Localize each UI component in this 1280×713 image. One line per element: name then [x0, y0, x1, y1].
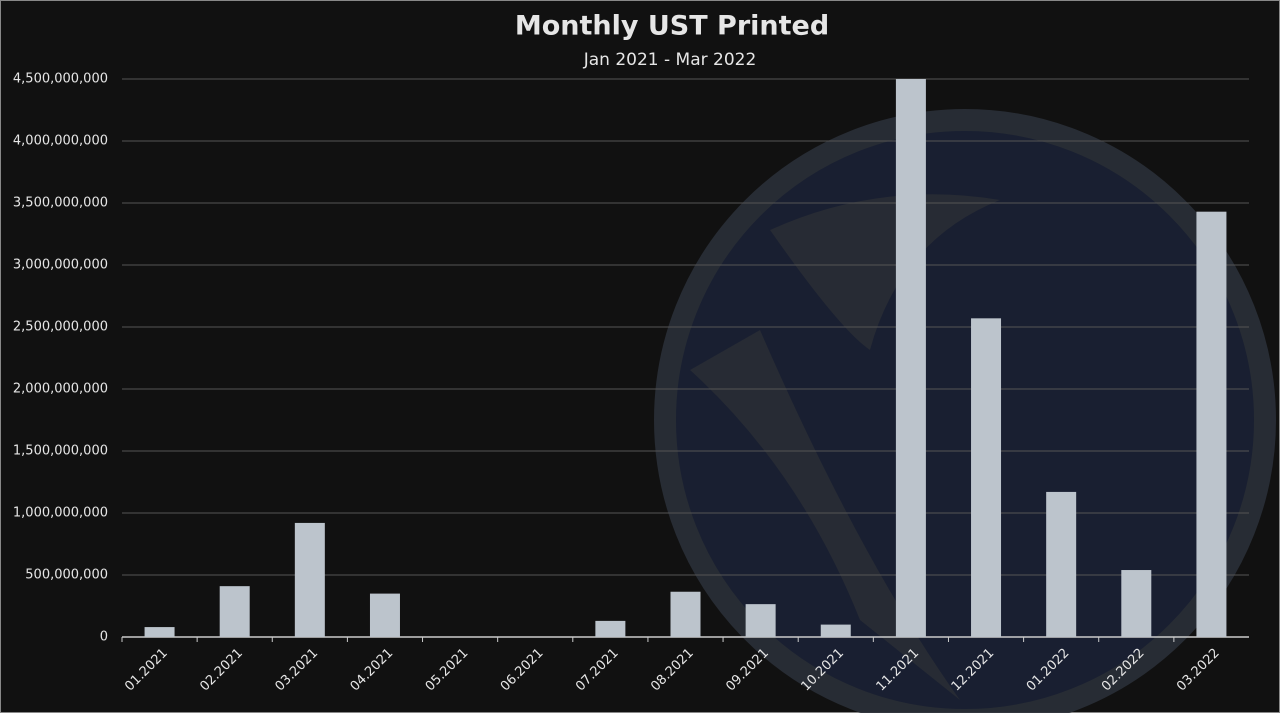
bar: [595, 620, 626, 637]
bar: [895, 79, 926, 637]
bar: [294, 522, 325, 637]
y-tick-label: 1,000,000,000: [13, 506, 108, 521]
bar: [971, 318, 1002, 637]
bar: [820, 624, 851, 637]
y-tick-label: 2,000,000,000: [13, 382, 108, 397]
bar: [1196, 211, 1227, 637]
y-tick-label: 2,500,000,000: [13, 320, 108, 335]
y-tick-label: 500,000,000: [25, 568, 108, 583]
y-tick-label: 4,500,000,000: [13, 72, 108, 87]
watermark-ring: [654, 109, 1276, 713]
y-tick-label: 1,500,000,000: [13, 444, 108, 459]
watermark-shape: [690, 330, 960, 700]
bar: [745, 604, 776, 637]
y-tick-label: 0: [100, 630, 108, 645]
watermark: [654, 109, 1276, 713]
chart-subtitle: Jan 2021 - Mar 2022: [583, 50, 757, 70]
bar: [1121, 570, 1152, 637]
bar: [219, 586, 250, 637]
y-tick-label: 4,000,000,000: [13, 134, 108, 149]
bar: [1046, 491, 1077, 637]
watermark-shape: [770, 194, 1000, 350]
y-tick-label: 3,500,000,000: [13, 196, 108, 211]
y-tick-label: 3,000,000,000: [13, 258, 108, 273]
bar: [670, 591, 701, 637]
chart-title: Monthly UST Printed: [515, 11, 829, 42]
bar: [144, 627, 175, 637]
bar: [369, 593, 400, 637]
